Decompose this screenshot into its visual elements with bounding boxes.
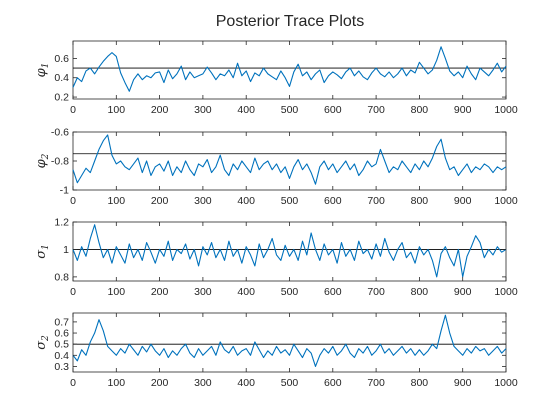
trace-series-line — [72, 46, 507, 92]
axes-box — [72, 40, 507, 100]
x-tick-label: 700 — [367, 104, 385, 116]
x-tick-label: 200 — [151, 286, 169, 298]
x-tick-label: 100 — [108, 104, 126, 116]
y-tick-label: 0.6 — [54, 328, 69, 340]
y-axis-label-subscript: 1 — [41, 244, 51, 250]
panel-2: 0 100 200 300 400 500 600 700 800 900 1000 -1 -0.8 -0… — [34, 127, 518, 208]
x-tick-label: 600 — [324, 104, 342, 116]
x-tick-label: 900 — [454, 104, 472, 116]
y-axis-label-symbol: φ — [34, 67, 49, 77]
y-axis-label-symbol: σ — [34, 249, 49, 259]
trace-series-line — [72, 134, 507, 185]
x-tick-label: 300 — [194, 286, 212, 298]
x-tick-label: 700 — [367, 377, 385, 389]
x-tick-label: 0 — [70, 104, 76, 116]
y-axis-label-subscript: 2 — [41, 153, 51, 160]
x-tick-label: 700 — [367, 286, 385, 298]
y-axis-label: φ1 — [34, 63, 51, 78]
x-tick-label: 1000 — [494, 377, 518, 389]
x-tick-label: 500 — [281, 377, 299, 389]
y-tick-label: 0.4 — [54, 72, 69, 84]
y-tick-label: 0.7 — [54, 316, 69, 328]
x-tick-label: 200 — [151, 377, 169, 389]
y-tick-label: 0.4 — [54, 350, 69, 362]
trace-series-line — [72, 314, 507, 367]
y-tick-label: 0.2 — [54, 92, 69, 104]
x-tick-label: 500 — [281, 104, 299, 116]
x-tick-label: 100 — [108, 195, 126, 207]
panel-1: 0 100 200 300 400 500 600 700 800 900 1000 0.2 0.4 0.… — [34, 40, 518, 116]
x-tick-label: 800 — [411, 104, 429, 116]
x-tick-label: 900 — [454, 195, 472, 207]
panels-group: 0 100 200 300 400 500 600 700 800 900 10000.20.40.… — [34, 40, 518, 389]
y-axis-label-symbol: σ — [34, 340, 49, 350]
x-tick-label: 0 — [70, 377, 76, 389]
x-tick-label: 0 — [70, 286, 76, 298]
x-tick-label: 300 — [194, 195, 212, 207]
x-tick-label: 1000 — [494, 195, 518, 207]
y-tick-label: 1.2 — [54, 217, 69, 229]
y-tick-label: 0.3 — [54, 361, 69, 373]
axes-box — [72, 312, 507, 373]
axes-box — [72, 221, 507, 282]
y-tick-label: -0.6 — [51, 127, 69, 139]
x-tick-label: 400 — [237, 377, 255, 389]
y-axis-label: φ2 — [34, 153, 51, 168]
y-tick-label: 0.8 — [54, 271, 69, 283]
x-tick-label: 100 — [108, 377, 126, 389]
x-tick-label: 400 — [237, 286, 255, 298]
trace-series-line — [72, 224, 507, 278]
x-tick-label: 500 — [281, 286, 299, 298]
y-tick-label: -0.8 — [51, 156, 69, 168]
y-axis-label: σ2 — [34, 335, 51, 350]
x-tick-label: 300 — [194, 104, 212, 116]
x-tick-label: 800 — [411, 286, 429, 298]
axes-box — [72, 131, 507, 191]
y-tick-label: 1 — [63, 244, 69, 256]
figure-title: Posterior Trace Plots — [216, 13, 365, 30]
x-tick-label: 400 — [237, 195, 255, 207]
y-axis-label-symbol: φ — [34, 158, 49, 168]
x-tick-label: 800 — [411, 377, 429, 389]
y-tick-label: -1 — [60, 185, 69, 197]
panel-4: 0 100 200 300 400 500 600 700 800 900 10000.30.40.… — [34, 312, 518, 389]
x-tick-label: 900 — [454, 377, 472, 389]
x-tick-label: 600 — [324, 286, 342, 298]
x-tick-label: 300 — [194, 377, 212, 389]
x-tick-label: 800 — [411, 195, 429, 207]
x-tick-label: 0 — [70, 195, 76, 207]
x-tick-label: 700 — [367, 195, 385, 207]
y-tick-label: 0.6 — [54, 53, 69, 65]
panel-3: 0 100 200 300 400 500 600 700 800 900 1000 0.8 1 1.2 σ… — [34, 217, 518, 299]
y-tick-label: 0.5 — [54, 339, 69, 351]
x-tick-label: 600 — [324, 195, 342, 207]
x-tick-label: 400 — [237, 104, 255, 116]
y-axis-label: σ1 — [34, 244, 51, 259]
x-tick-label: 1000 — [494, 104, 518, 116]
x-tick-label: 200 — [151, 104, 169, 116]
x-tick-label: 200 — [151, 195, 169, 207]
x-tick-label: 100 — [108, 286, 126, 298]
x-tick-label: 600 — [324, 377, 342, 389]
x-tick-label: 900 — [454, 286, 472, 298]
y-axis-label-subscript: 2 — [41, 335, 51, 342]
x-tick-label: 1000 — [494, 286, 518, 298]
x-tick-label: 500 — [281, 195, 299, 207]
y-axis-label-subscript: 1 — [41, 63, 51, 69]
